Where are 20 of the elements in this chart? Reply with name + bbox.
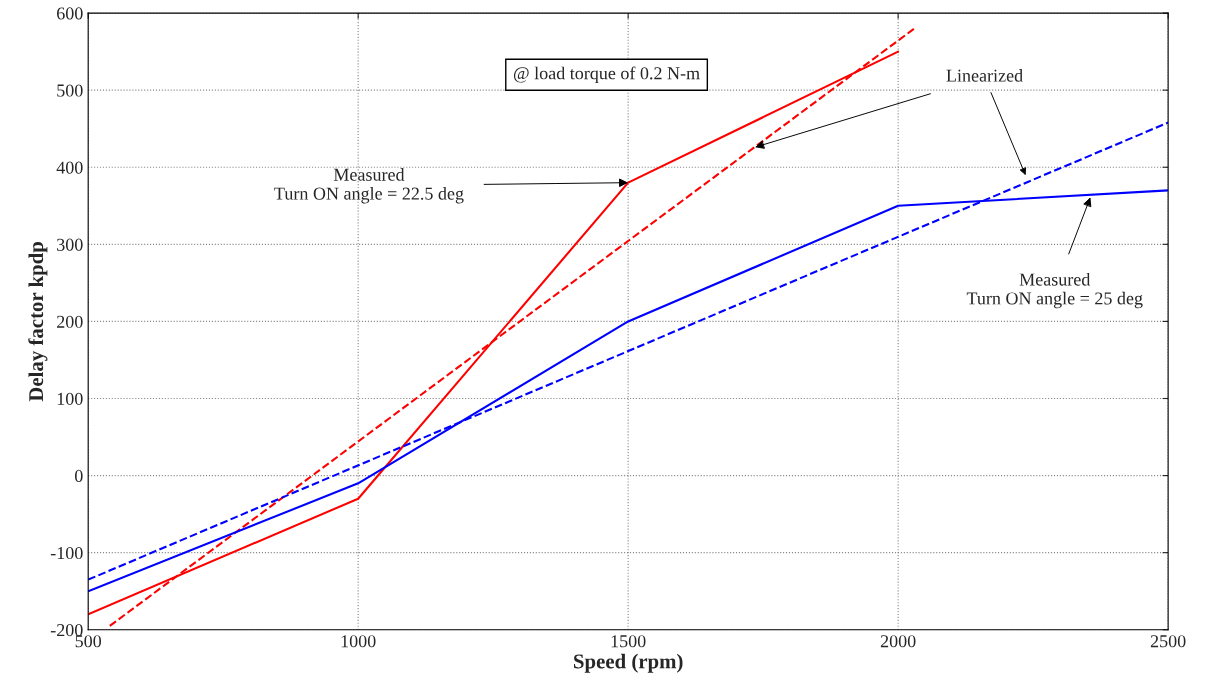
annotation: @ load torque of 0.2 N-m xyxy=(513,66,700,84)
y-tick-label: 600 xyxy=(57,7,83,20)
annotation: Measured Turn ON angle = 22.5 deg xyxy=(274,168,464,204)
y-tick-label: 0 xyxy=(74,469,83,483)
x-tick-label: 2500 xyxy=(1150,635,1186,648)
y-tick-label: 200 xyxy=(57,315,83,328)
y-tick-label: 100 xyxy=(57,392,83,405)
x-tick-label: 2000 xyxy=(880,635,916,648)
y-tick-label: -200 xyxy=(50,624,83,637)
y-tick-label: 300 xyxy=(57,238,83,251)
y-tick-label: -100 xyxy=(50,546,83,560)
x-tick-label: 1500 xyxy=(611,635,646,648)
annotation: Measured Turn ON angle = 25 deg xyxy=(966,272,1143,309)
x-tick-label: 500 xyxy=(75,635,102,648)
x-axis-title: Speed (rpm) xyxy=(574,653,683,673)
y-axis-title: Delay factor kpdp xyxy=(28,242,48,402)
y-tick-label: 500 xyxy=(57,84,83,97)
x-tick-label: 1000 xyxy=(341,635,376,648)
annotation: Linearized xyxy=(946,69,1023,82)
y-tick-label: 400 xyxy=(56,161,83,174)
